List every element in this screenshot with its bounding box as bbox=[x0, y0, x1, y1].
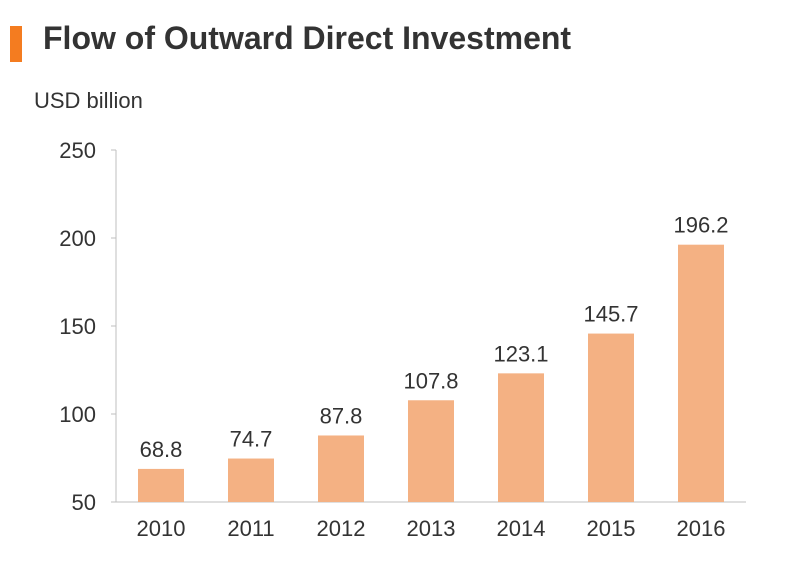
bar-2013 bbox=[408, 400, 454, 502]
bar-2012 bbox=[318, 435, 364, 502]
value-label-2016: 196.2 bbox=[673, 213, 728, 238]
title-accent-bar bbox=[10, 26, 22, 62]
value-label-2015: 145.7 bbox=[583, 302, 638, 327]
value-label-2011: 74.7 bbox=[230, 427, 273, 452]
bar-2015 bbox=[588, 333, 634, 502]
value-label-2012: 87.8 bbox=[320, 403, 363, 428]
x-tick-label-2016: 2016 bbox=[677, 516, 726, 541]
y-tick-label: 150 bbox=[59, 314, 96, 339]
value-label-2010: 68.8 bbox=[140, 437, 183, 462]
y-axis-unit-label: USD billion bbox=[34, 88, 143, 113]
x-tick-label-2015: 2015 bbox=[587, 516, 636, 541]
value-label-2013: 107.8 bbox=[403, 368, 458, 393]
value-label-2014: 123.1 bbox=[493, 341, 548, 366]
y-tick-label: 200 bbox=[59, 226, 96, 251]
chart-title: Flow of Outward Direct Investment bbox=[43, 20, 572, 56]
x-tick-label-2014: 2014 bbox=[497, 516, 546, 541]
bar-2010 bbox=[138, 468, 184, 502]
bar-2011 bbox=[228, 458, 274, 502]
y-tick-label: 100 bbox=[59, 402, 96, 427]
x-tick-label-2013: 2013 bbox=[407, 516, 456, 541]
bar-2014 bbox=[498, 373, 544, 502]
y-tick-label: 250 bbox=[59, 138, 96, 163]
x-tick-label-2011: 2011 bbox=[227, 516, 274, 541]
y-tick-label: 50 bbox=[72, 490, 96, 515]
bar-2016 bbox=[678, 244, 724, 503]
x-tick-label-2010: 2010 bbox=[137, 516, 186, 541]
x-tick-label-2012: 2012 bbox=[317, 516, 366, 541]
